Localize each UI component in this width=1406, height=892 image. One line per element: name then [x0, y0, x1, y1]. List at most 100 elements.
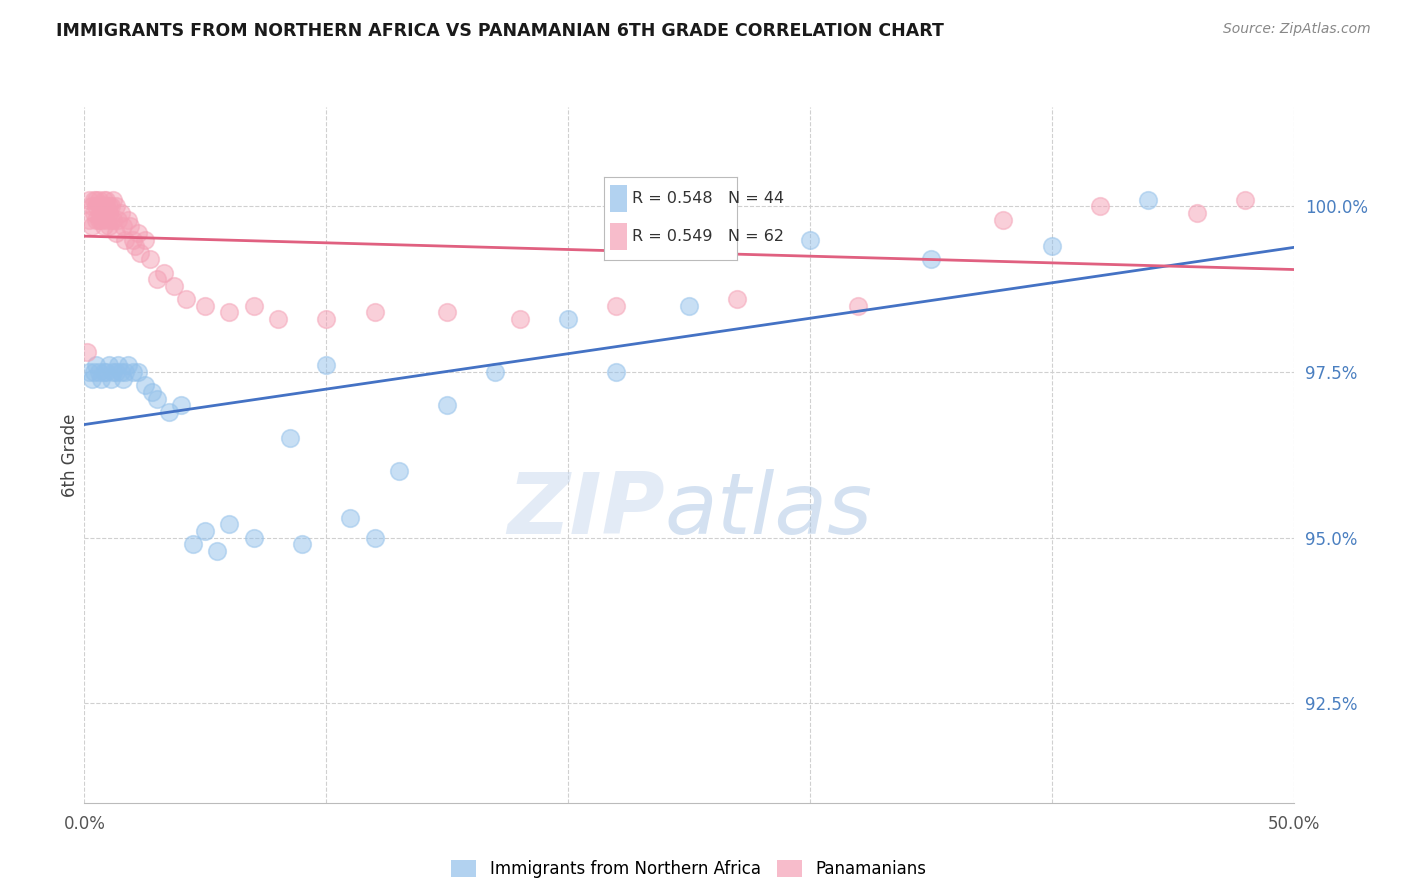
- Point: [436, 398, 458, 412]
- Point: [90, 206, 112, 220]
- Y-axis label: 6th Grade: 6th Grade: [60, 413, 79, 497]
- Point: [993, 212, 1015, 227]
- Point: [678, 299, 700, 313]
- Point: [315, 359, 337, 373]
- Point: [181, 537, 204, 551]
- Point: [120, 219, 142, 234]
- Point: [129, 245, 152, 260]
- Point: [90, 212, 112, 227]
- Point: [509, 312, 531, 326]
- Point: [103, 193, 125, 207]
- Point: [1185, 206, 1208, 220]
- Point: [218, 517, 240, 532]
- Point: [90, 372, 112, 386]
- Point: [1137, 193, 1160, 207]
- Point: [436, 305, 458, 319]
- Point: [77, 193, 100, 207]
- Point: [80, 372, 103, 386]
- Point: [134, 233, 156, 247]
- Point: [93, 193, 115, 207]
- Point: [799, 233, 821, 247]
- Point: [94, 199, 117, 213]
- Point: [107, 212, 129, 227]
- Point: [110, 365, 132, 379]
- Point: [121, 365, 143, 379]
- Legend: Immigrants from Northern Africa, Panamanians: Immigrants from Northern Africa, Panaman…: [444, 854, 934, 885]
- Point: [103, 212, 125, 227]
- Point: [83, 193, 105, 207]
- Point: [110, 206, 132, 220]
- Point: [76, 345, 98, 359]
- Point: [127, 226, 149, 240]
- Point: [146, 392, 169, 406]
- Point: [363, 531, 385, 545]
- Point: [100, 212, 122, 227]
- Point: [80, 219, 103, 234]
- Point: [163, 279, 186, 293]
- Text: R = 0.548   N = 44: R = 0.548 N = 44: [633, 191, 785, 206]
- Point: [339, 511, 361, 525]
- Point: [94, 212, 117, 227]
- Bar: [610, 185, 627, 211]
- Point: [94, 365, 117, 379]
- Point: [127, 365, 149, 379]
- Point: [141, 384, 163, 399]
- Bar: [610, 223, 627, 250]
- Point: [363, 305, 385, 319]
- Point: [100, 372, 122, 386]
- Point: [194, 299, 217, 313]
- Point: [725, 292, 748, 306]
- Point: [114, 365, 136, 379]
- Point: [80, 199, 103, 213]
- Text: ZIP: ZIP: [508, 469, 665, 552]
- Point: [83, 365, 105, 379]
- Point: [86, 193, 108, 207]
- Point: [100, 199, 122, 213]
- Point: [242, 299, 264, 313]
- Point: [77, 212, 100, 227]
- Point: [170, 398, 193, 412]
- Point: [97, 219, 120, 234]
- Point: [97, 359, 120, 373]
- Point: [112, 372, 135, 386]
- Point: [278, 431, 301, 445]
- Text: atlas: atlas: [665, 469, 873, 552]
- Point: [218, 305, 240, 319]
- Point: [157, 405, 180, 419]
- Point: [77, 365, 100, 379]
- Point: [97, 206, 120, 220]
- Point: [90, 199, 112, 213]
- Point: [138, 252, 160, 267]
- Point: [104, 199, 127, 213]
- Point: [86, 199, 108, 213]
- Text: Source: ZipAtlas.com: Source: ZipAtlas.com: [1223, 22, 1371, 37]
- Point: [86, 359, 108, 373]
- Point: [1040, 239, 1063, 253]
- Point: [112, 219, 135, 234]
- Text: IMMIGRANTS FROM NORTHERN AFRICA VS PANAMANIAN 6TH GRADE CORRELATION CHART: IMMIGRANTS FROM NORTHERN AFRICA VS PANAM…: [56, 22, 943, 40]
- Point: [146, 272, 169, 286]
- Point: [124, 239, 146, 253]
- Point: [87, 199, 110, 213]
- Point: [315, 312, 337, 326]
- Point: [153, 266, 176, 280]
- Point: [267, 312, 290, 326]
- Point: [93, 199, 115, 213]
- Point: [103, 365, 125, 379]
- Point: [207, 544, 229, 558]
- Point: [291, 537, 314, 551]
- Point: [94, 193, 117, 207]
- Point: [104, 226, 127, 240]
- Point: [97, 199, 120, 213]
- Point: [134, 378, 156, 392]
- Point: [93, 219, 115, 234]
- Point: [605, 299, 627, 313]
- Point: [87, 193, 110, 207]
- Point: [920, 252, 942, 267]
- Point: [388, 465, 411, 479]
- Point: [194, 524, 217, 538]
- Point: [117, 212, 139, 227]
- Point: [484, 365, 506, 379]
- Point: [87, 365, 110, 379]
- Point: [83, 206, 105, 220]
